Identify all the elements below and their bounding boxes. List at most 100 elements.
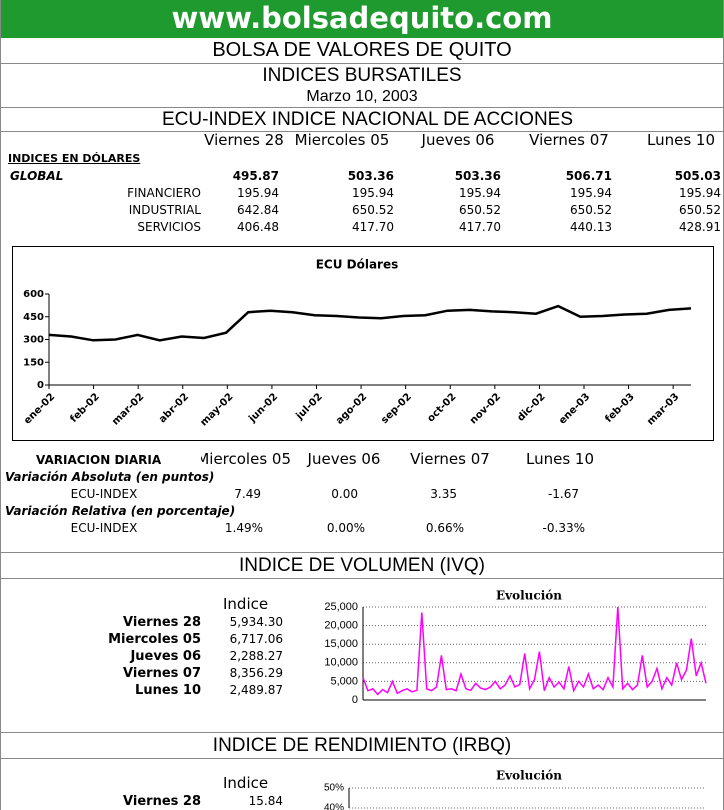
x-tick-label: feb-02 [68,391,102,425]
org-name: BOLSA DE VALORES DE QUITO [212,39,512,61]
section-label: VARIACION DIARIA [36,453,162,467]
column-header: Miercoles 05 [201,452,291,467]
row-label: Viernes 28 [123,615,201,630]
group-label: Variación Relativa (en porcentaje) [5,504,236,518]
cell-value: 506.71 [565,169,612,183]
row-label: INDUSTRIAL [128,203,201,217]
cell-value: -1.67 [547,487,579,501]
y-tick-label: 600 [23,289,44,300]
row-label: Lunes 10 [135,683,201,698]
cell-value: 5,934.30 [229,615,283,629]
row-label: Jueves 06 [130,649,201,664]
divider [1,131,723,132]
cell-value: 8,356.29 [229,666,283,680]
cell-value: 195.94 [679,186,721,200]
group-label: Variación Absoluta (en puntos) [5,470,215,484]
row-label: GLOBAL [10,169,64,183]
x-tick-label: ago-02 [334,391,369,426]
row-label: Viernes 28 [123,794,201,809]
divider [1,732,723,733]
cell-value: 195.94 [237,186,279,200]
cell-value: 406.48 [237,220,279,234]
section-title: INDICE DE VOLUMEN (IVQ) [239,555,485,576]
x-tick-label: feb-03 [603,391,637,425]
y-tick-label: 20,000 [324,620,358,632]
cell-value: 505.03 [674,169,721,183]
cell-value: 2,489.87 [229,683,283,697]
y-tick-label: 300 [23,335,44,346]
row-label: ECU-INDEX [70,487,138,501]
x-tick-label: jun-02 [246,391,280,425]
x-tick-label: ene-03 [557,391,592,426]
y-tick-label: 150 [23,357,44,368]
x-tick-label: oct-02 [426,391,459,424]
x-tick-label: may-02 [198,391,235,428]
section-title: ECU-INDEX INDICE NACIONAL DE ACCIONES [162,109,574,130]
divider [1,578,723,579]
cell-value: 195.94 [570,186,612,200]
site-url: www.bolsadequito.com [171,1,553,35]
divider [1,758,723,759]
cell-value: 503.36 [347,169,394,183]
column-header: Indice [223,595,269,613]
column-header: Indice [223,774,269,792]
cell-value: 7.49 [234,487,261,501]
y-tick-label: 50% [324,783,344,794]
cell-value: 650.52 [352,203,394,217]
row-label: Miercoles 05 [108,632,201,647]
divider [1,107,723,108]
cell-value: 428.91 [679,220,721,234]
cell-value: 15.84 [248,794,283,808]
column-header: Jueves 06 [307,450,381,468]
chart-title: Evolución [496,589,562,603]
y-tick-label: 40% [324,803,344,810]
chart-title: ECU Dólares [316,258,399,272]
page-title: INDICES BURSATILES [262,65,462,86]
cell-value: 0.66% [425,521,464,535]
cell-value: 1.49% [224,521,263,535]
y-tick-label: 0 [352,694,358,706]
row-group-label: INDICES EN DÓLARES [8,152,141,165]
cell-value: 503.36 [454,169,501,183]
x-tick-label: dic-02 [515,391,547,423]
y-tick-label: 5,000 [330,675,358,687]
cell-value: 417.70 [459,220,501,234]
cell-value: 440.13 [570,220,612,234]
column-header: Lunes 10 [525,450,594,468]
cell-value: 495.87 [232,169,279,183]
divider [1,552,723,553]
report-date: Marzo 10, 2003 [306,88,418,105]
cell-value: 642.84 [237,203,279,217]
cell-value: 0.00% [326,521,365,535]
cell-value: 195.94 [459,186,501,200]
x-tick-label: abr-02 [157,391,191,425]
x-tick-label: mar-02 [110,391,146,427]
cell-value: 195.94 [352,186,394,200]
cell-value: 650.52 [570,203,612,217]
y-tick-label: 450 [23,312,44,323]
data-line [362,606,707,696]
y-tick-label: 25,000 [324,601,358,613]
row-label: FINANCIERO [127,186,201,200]
irbq-chart: Evolución 40% 50% [324,769,706,810]
column-header: Viernes 28 [204,131,284,149]
cell-value: -0.33% [542,521,585,535]
column-header: Miercoles 05 [294,131,390,149]
x-tick-label: nov-02 [468,391,503,426]
column-header: Viernes 07 [410,450,490,468]
column-header: Viernes 07 [529,131,609,149]
x-tick-label: ene-02 [22,391,57,426]
cell-value: 650.52 [459,203,501,217]
row-label: Viernes 07 [123,666,201,681]
chart-title: Evolución [496,769,562,783]
x-tick-label: sep-02 [379,391,414,426]
site-banner [1,0,723,38]
cell-value: 0.00 [331,487,358,501]
data-line [48,304,692,342]
ivq-chart: Evolución 0 5,000 10,000 15,000 20,000 25,000 [324,589,707,706]
x-tick-label: mar-03 [645,391,681,427]
y-tick-label: 15,000 [324,638,358,650]
row-label: ECU-INDEX [70,521,138,535]
